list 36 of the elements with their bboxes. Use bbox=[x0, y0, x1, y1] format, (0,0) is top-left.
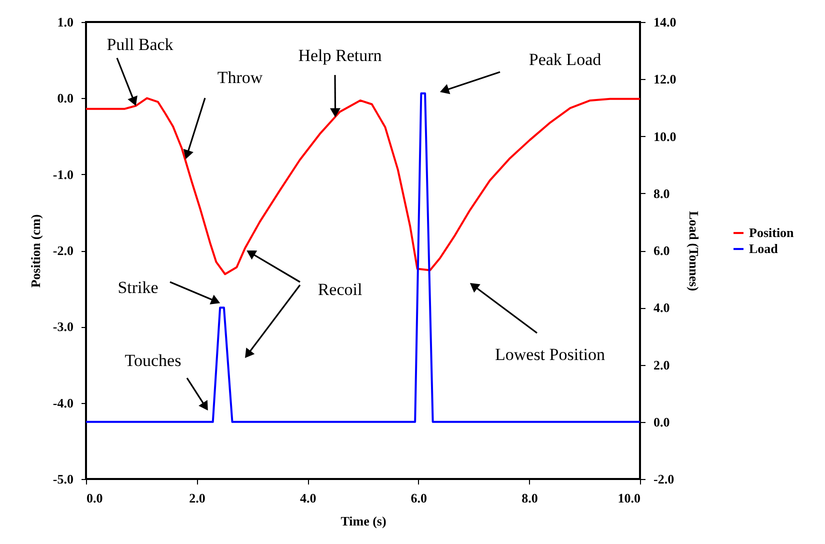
annotation: Help Return bbox=[298, 46, 382, 65]
y-tick-label: -5.0 bbox=[52, 472, 74, 486]
y-tick-label: -1.0 bbox=[52, 166, 74, 182]
y2-tick-label: 0.0 bbox=[654, 414, 670, 430]
y2-tick-label: 14.0 bbox=[654, 14, 676, 30]
x-tick-label: 10.0 bbox=[618, 490, 640, 506]
y-tick-label: 0.0 bbox=[57, 90, 74, 106]
y-tick-label: -3.0 bbox=[52, 319, 74, 334]
x-tick-label: 4.0 bbox=[300, 490, 316, 506]
legend-label: Position bbox=[749, 225, 795, 240]
y2-tick-label: 12.0 bbox=[654, 72, 676, 87]
y-tick-label: -2.0 bbox=[52, 243, 74, 258]
x-tick-label: 2.0 bbox=[189, 490, 206, 506]
y2-tick-label: 6.0 bbox=[654, 243, 670, 258]
x-axis-title: Time (s) bbox=[340, 514, 386, 528]
line-series bbox=[85, 97, 641, 276]
x-tick-label: 0.0 bbox=[86, 490, 103, 506]
annotation: Pull Back bbox=[106, 35, 174, 54]
y2-tick-label: 2.0 bbox=[654, 357, 670, 372]
y-tick-label: 1.0 bbox=[57, 14, 74, 30]
y2-tick-label: -2.0 bbox=[654, 472, 674, 486]
y-tick-label: -4.0 bbox=[52, 395, 74, 410]
annotation: Strike bbox=[118, 278, 158, 297]
annotation: Peak Load bbox=[528, 50, 602, 69]
annotation: Recoil bbox=[318, 280, 362, 299]
y2-tick-label: 10.0 bbox=[654, 128, 676, 144]
annotation: Throw bbox=[217, 68, 264, 87]
y-axis-title: Position (cm) bbox=[28, 214, 43, 288]
x-tick-label: 8.0 bbox=[522, 490, 538, 506]
x-tick-label: 6.0 bbox=[410, 490, 428, 506]
annotation: Touches bbox=[124, 351, 182, 370]
annotation: Lowest Position bbox=[494, 345, 606, 364]
y2-tick-label: 4.0 bbox=[654, 300, 670, 316]
y2-axis-title: Load (Tonnes) bbox=[686, 210, 702, 292]
y2-tick-label: 8.0 bbox=[654, 186, 670, 201]
legend-label: Load bbox=[749, 241, 779, 256]
